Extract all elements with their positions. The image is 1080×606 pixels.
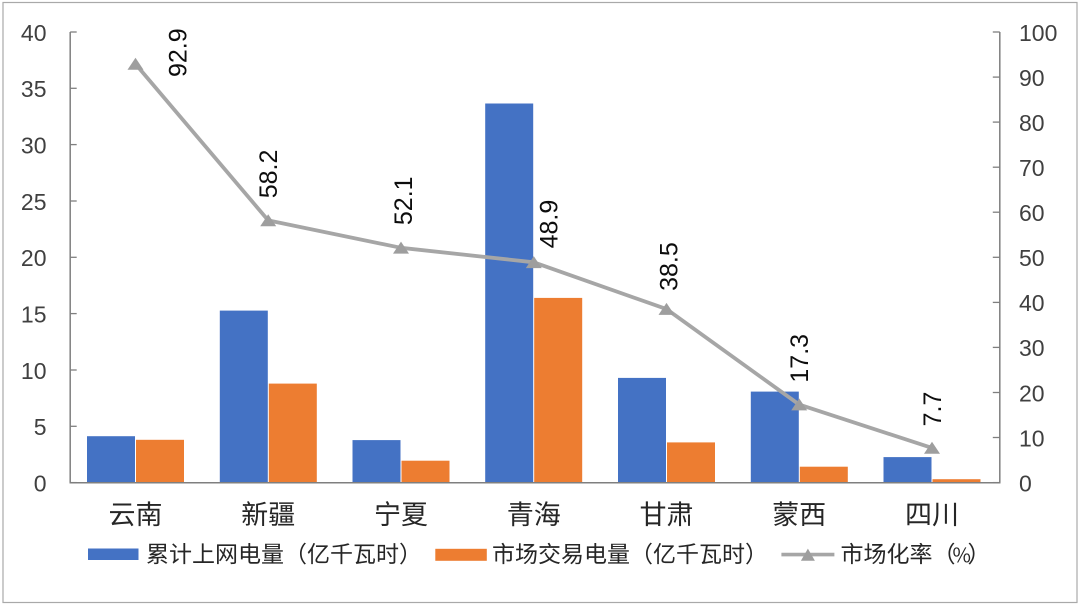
svg-text:100: 100 [1019,20,1057,46]
svg-text:40: 40 [21,20,47,46]
svg-text:50: 50 [1019,245,1045,271]
svg-text:38.5: 38.5 [656,242,684,291]
svg-text:20: 20 [21,245,47,271]
svg-text:25: 25 [21,189,47,215]
svg-text:40: 40 [1019,290,1045,316]
svg-text:17.3: 17.3 [786,334,814,383]
svg-text:90: 90 [1019,65,1045,91]
svg-text:20: 20 [1019,380,1045,406]
svg-text:10: 10 [1019,425,1045,451]
svg-text:0: 0 [1019,470,1032,496]
svg-text:0: 0 [34,470,47,496]
svg-text:60: 60 [1019,200,1045,226]
svg-text:7.7: 7.7 [919,392,947,427]
svg-text:52.1: 52.1 [390,176,418,225]
svg-text:58.2: 58.2 [255,150,283,199]
svg-text:30: 30 [1019,335,1045,361]
svg-text:5: 5 [34,414,47,440]
svg-text:15: 15 [21,301,47,327]
svg-text:92.9: 92.9 [164,28,192,77]
svg-text:35: 35 [21,76,47,102]
svg-text:10: 10 [21,358,47,384]
svg-text:48.9: 48.9 [536,200,564,249]
svg-text:70: 70 [1019,155,1045,181]
svg-text:30: 30 [21,132,47,158]
svg-text:80: 80 [1019,110,1045,136]
